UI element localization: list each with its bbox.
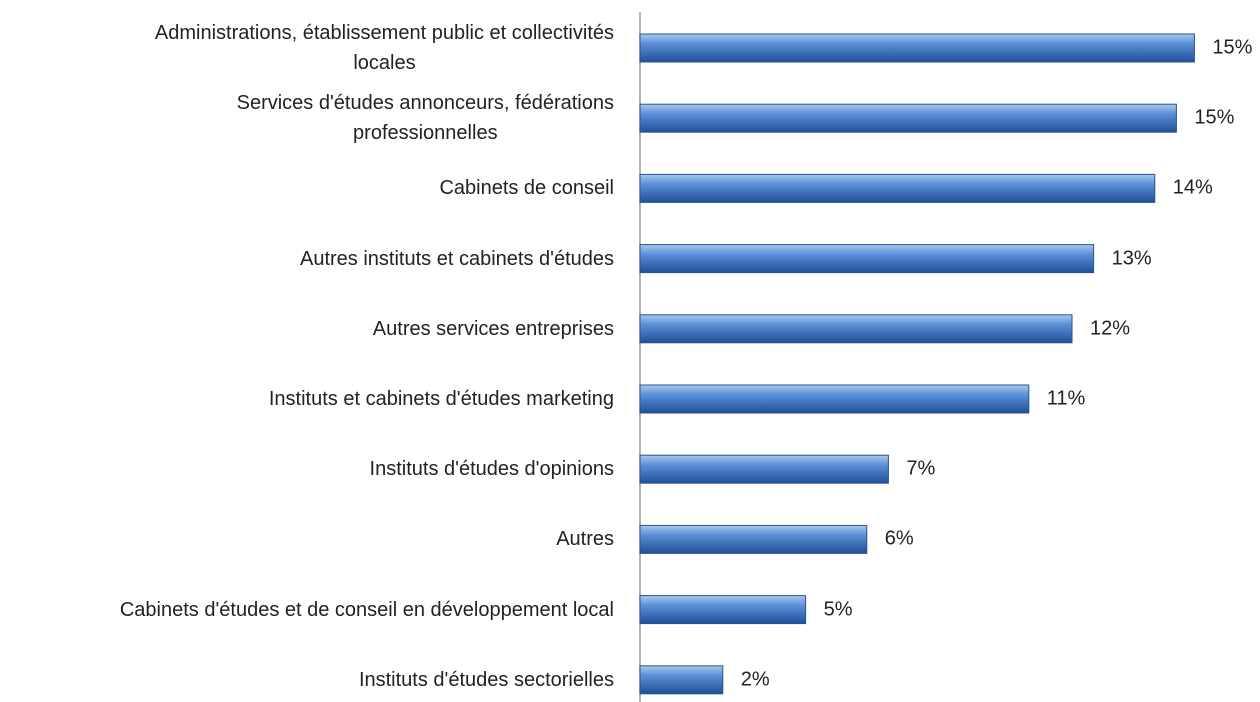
value-label: 5% [823, 598, 853, 621]
bar [639, 244, 1095, 274]
value-label: 12% [1090, 317, 1131, 340]
category-label: Instituts d'études sectorielles [359, 665, 614, 695]
bar [639, 103, 1177, 133]
bar [639, 595, 807, 625]
category-label: Autres [556, 524, 614, 554]
category-label: Administrations, établissement public et… [155, 18, 614, 78]
category-label: Autres instituts et cabinets d'études [300, 244, 614, 274]
value-label: 15% [1194, 106, 1235, 129]
category-text: Autres instituts et cabinets d'études [300, 247, 614, 270]
category-text: Instituts et cabinets d'études marketing [268, 388, 614, 410]
value-label: 2% [740, 668, 770, 691]
category-text: Autres [556, 528, 614, 551]
category-text: Instituts d'études sectorielles [358, 668, 614, 691]
value-label: 7% [906, 457, 936, 480]
category-text: Administrations, établissement public et… [154, 22, 614, 74]
category-text: Cabinets d'études et de conseil en dével… [119, 598, 614, 621]
bar [639, 314, 1073, 344]
category-text: Autres services entreprises [372, 317, 614, 340]
bar [639, 33, 1195, 63]
category-label: Services d'études annonceurs, fédération… [237, 88, 614, 148]
bar [639, 173, 1156, 203]
category-label: Instituts et cabinets d'études marketing [269, 384, 614, 414]
value-label: 13% [1111, 247, 1152, 270]
value-label: 11% [1046, 387, 1086, 410]
value-label: 15% [1212, 36, 1253, 59]
category-text: Cabinets de conseil [439, 177, 614, 200]
bar [639, 524, 868, 554]
bar [639, 454, 889, 484]
category-label: Instituts d'études d'opinions [370, 454, 614, 484]
category-text: Services d'études annonceurs, fédération… [236, 92, 614, 145]
value-label: 14% [1172, 176, 1213, 199]
category-label: Cabinets d'études et de conseil en dével… [120, 595, 614, 625]
bar [639, 665, 724, 695]
value-label: 6% [884, 527, 914, 550]
category-label: Autres services entreprises [373, 314, 614, 344]
category-label: Cabinets de conseil [439, 173, 614, 203]
category-text: Instituts d'études d'opinions [369, 458, 614, 481]
bar [639, 384, 1030, 414]
